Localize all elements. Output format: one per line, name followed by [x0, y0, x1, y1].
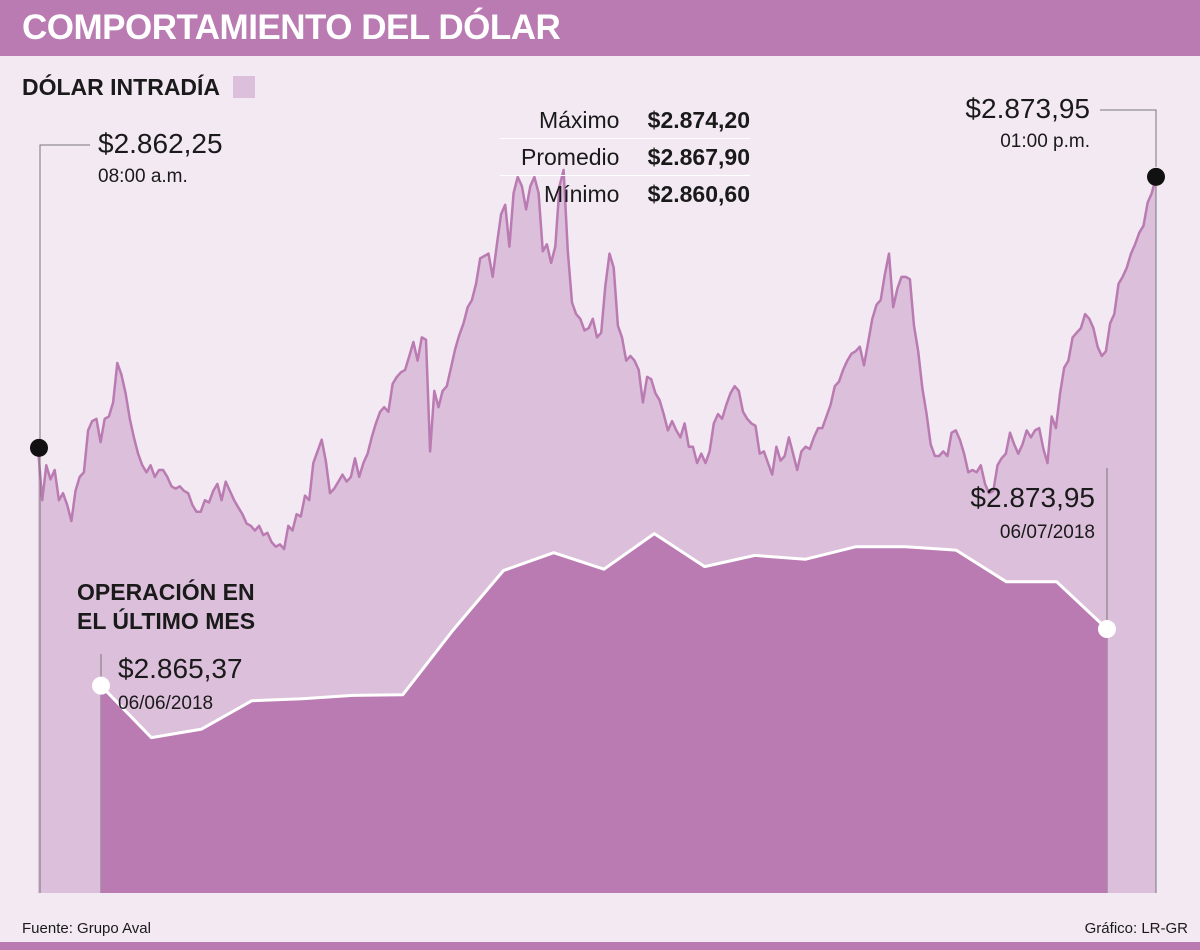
monthly-area-series [99, 532, 1109, 893]
open-value-label: $2.862,25 [98, 128, 223, 159]
stat-value: $2.874,20 [627, 102, 750, 139]
footer-bar [0, 942, 1200, 950]
close-time-label: 01:00 p.m. [1000, 131, 1090, 152]
intraday-chart-title: DÓLAR INTRADÍA [22, 74, 221, 100]
open-time-label: 08:00 a.m. [98, 166, 188, 187]
stats-row-min: Mínimo $2.860,60 [500, 176, 750, 213]
stat-label: Mínimo [544, 180, 620, 207]
stats-table: Máximo $2.874,20 Promedio $2.867,90 Míni… [500, 102, 750, 212]
stat-label: Promedio [500, 138, 628, 176]
month-end-date-label: 06/07/2018 [999, 522, 1095, 543]
monthly-chart-title: OPERACIÓN EN EL ÚLTIMO MES [77, 579, 256, 634]
stats-row-avg: Promedio $2.867,90 [500, 138, 750, 176]
credit-note: Gráfico: LR-GR [1084, 920, 1188, 937]
intraday-close-marker [1147, 167, 1165, 186]
open-callout-line [39, 144, 90, 893]
page-title: COMPORTAMIENTO DEL DÓLAR [22, 8, 561, 47]
point-markers [30, 167, 1165, 695]
stat-value: $2.867,90 [627, 138, 750, 176]
intraday-legend-swatch [233, 76, 255, 98]
close-callout-line [1100, 109, 1157, 167]
month-end-marker [1098, 620, 1116, 639]
intraday-open-marker [30, 438, 48, 457]
intraday-line [36, 168, 1158, 551]
monthly-line [99, 532, 1109, 740]
stat-label: Máximo [500, 102, 628, 139]
header-bar [0, 0, 1200, 56]
month-start-value-label: $2.865,37 [118, 653, 243, 684]
month-start-date-label: 06/06/2018 [118, 693, 214, 714]
month-end-value-label: $2.873,95 [970, 482, 1095, 513]
close-value-label: $2.873,95 [965, 93, 1090, 124]
month-start-marker [92, 676, 110, 695]
stats-row-max: Máximo $2.874,20 [500, 102, 750, 139]
stat-value: $2.860,60 [647, 180, 750, 207]
source-note: Fuente: Grupo Aval [22, 920, 151, 937]
monthly-area-fill [101, 533, 1107, 893]
